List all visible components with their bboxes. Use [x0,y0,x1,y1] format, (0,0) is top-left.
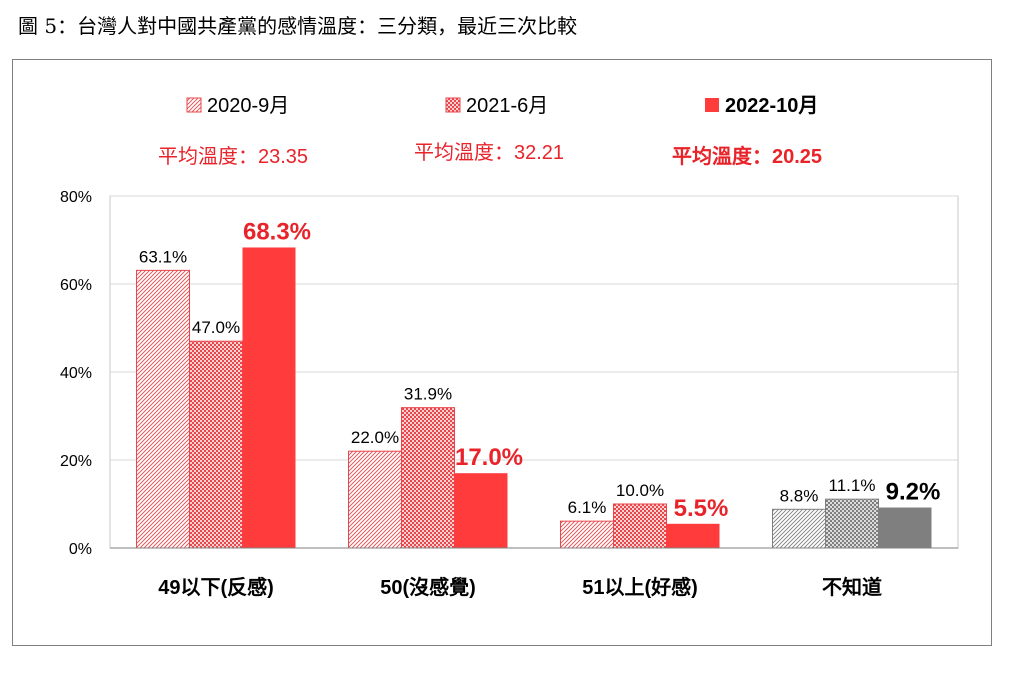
legend-swatch-2022 [705,98,719,112]
legend-label-2020: 2020-9月 [207,95,289,117]
bar-2021-2 [613,503,667,549]
bar-label-2022-0: 68.3% [243,218,311,245]
bar-2021-3 [825,498,879,549]
y-tick-label: 40% [60,365,92,382]
bar-2022-0 [242,247,296,549]
bar-2022-3 [878,507,932,548]
bar-label-2020-0: 63.1% [139,247,187,266]
bar-label-2021-3: 11.1% [829,476,876,495]
y-tick-label: 80% [60,189,92,206]
legend-swatch-2021 [445,97,461,113]
category-label: 51以上(好感) [582,575,698,599]
y-tick-label: 60% [60,277,92,294]
average-2021: 平均溫度：32.21 [414,141,564,164]
bar-2021-0 [189,340,243,549]
legend-label-2021: 2021-6月 [466,95,548,117]
bar-label-2022-3: 9.2% [886,479,941,506]
category-label: 49以下(反感) [158,575,274,599]
category-label: 50(沒感覺) [380,575,476,599]
y-tick-label: 0% [69,541,92,558]
bar-2021-1 [401,407,455,549]
bar-label-2022-2: 5.5% [674,495,729,522]
category-labels: 49以下(反感) 50(沒感覺) 51以上(好感) 不知道 [158,575,882,599]
legend-swatch-2020 [186,97,202,113]
bar-2022-2 [666,523,720,548]
category-label: 不知道 [822,575,882,599]
bar-label-2022-1: 17.0% [455,444,523,471]
bar-2020-3 [772,508,826,549]
bar-label-2020-2: 6.1% [568,498,607,517]
y-tick-label: 20% [60,453,92,470]
bar-2020-0 [136,269,190,549]
bar-label-2020-1: 22.0% [351,428,399,447]
bar-2020-2 [560,520,614,549]
bar-value-labels: 63.1% 47.0% 68.3% 22.0% 31.9% 17.0% 6.1% 10.0% 5… [139,218,940,521]
y-axis-ticks: 0% 20% 40% 60% 80% [60,189,92,558]
bar-2020-1 [348,450,402,549]
legend-label-2022: 2022-10月 [725,95,818,117]
bar-label-2021-2: 10.0% [616,481,664,500]
bar-label-2021-0: 47.0% [192,318,240,337]
average-2020: 平均溫度：23.35 [158,145,308,168]
figure-caption: 圖 5：台灣人對中國共產黨的感情溫度：三分類，最近三次比較 [18,14,578,38]
bars [136,247,932,549]
chart-frame [12,59,992,646]
bar-label-2020-3: 8.8% [780,486,819,505]
average-2022: 平均溫度：20.25 [672,144,822,168]
bar-2022-1 [454,473,508,548]
bar-label-2021-1: 31.9% [404,385,452,404]
